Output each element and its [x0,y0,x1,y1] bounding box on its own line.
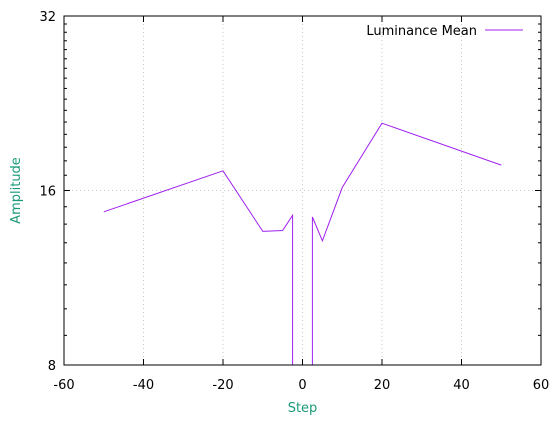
y-axis-title: Amplitude [9,157,24,224]
y-tick-label: 32 [39,10,56,25]
x-tick-label: 40 [453,378,470,393]
legend-label: Luminance Mean [366,24,477,39]
x-tick-label: -20 [212,378,233,393]
y-tick-labels: 8 16 32 [39,10,56,374]
x-tick-label: -40 [133,378,154,393]
x-axis-title: Step [288,401,318,416]
y-tick-label: 8 [48,359,56,374]
x-tick-label: 0 [298,378,306,393]
y-tick-label: 16 [39,185,56,200]
legend: Luminance Mean [366,24,523,39]
tick-layer [63,15,542,366]
x-tick-label: 60 [533,378,550,393]
grid-layer [64,16,541,365]
x-tick-labels: -60 -40 -20 0 20 40 60 [53,378,549,393]
x-tick-label: -60 [53,378,74,393]
x-tick-label: 20 [374,378,391,393]
